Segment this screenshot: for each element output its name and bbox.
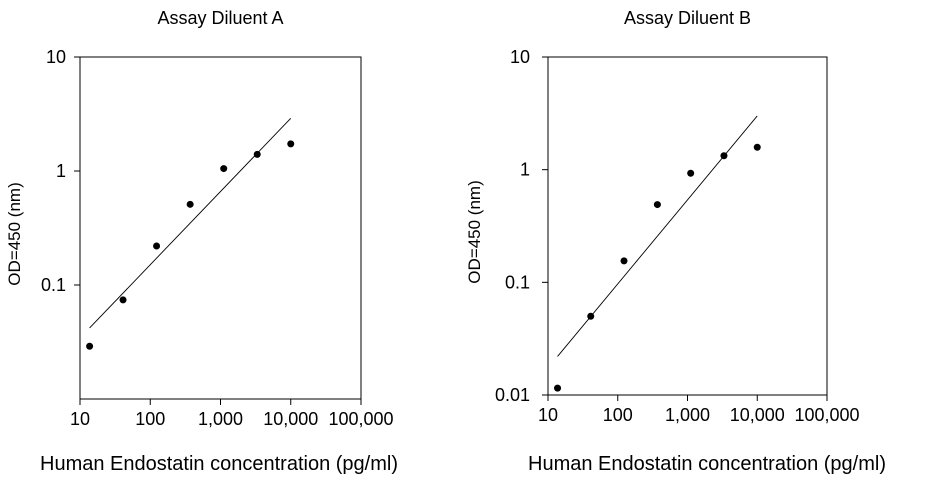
data-point [253,150,261,158]
x-tick-label: 100 [135,409,165,429]
chart-title: Assay Diluent B [624,8,751,28]
data-point [220,165,228,173]
y-tick-label: 0.1 [505,272,530,292]
y-tick-label: 10 [46,47,66,67]
x-tick-label: 10 [538,405,558,425]
chart-svg-b: Assay Diluent B 10 100 1,000 10,000 100,000 0.… [465,8,886,475]
y-axis-label: OD=450 (nm) [465,180,484,283]
chart-assay-diluent-a: Assay Diluent A 10 100 1,000 10,000 100,000 0.… [5,8,398,475]
chart-assay-diluent-b: Assay Diluent B 10 100 1,000 10,000 100,000 0.… [463,0,926,480]
data-point [554,384,562,392]
data-point [86,342,94,350]
y-tick-label: 1 [520,160,530,180]
y-tick-label: 10 [510,47,530,67]
x-tick-label: 1,000 [665,405,710,425]
data-point [287,140,295,148]
y-tick-label: 0.1 [41,275,66,295]
x-tick-label: 100 [603,405,633,425]
x-axis-label: Human Endostatin concentration (pg/ml) [40,453,398,475]
x-tick-label: 100,000 [328,409,393,429]
x-tick-label: 1,000 [198,409,243,429]
plot-frame [547,56,828,396]
x-tick-label: 10,000 [730,405,785,425]
chart-title: Assay Diluent A [157,8,283,28]
data-point [653,201,661,209]
data-point [620,257,628,265]
data-point [720,152,728,160]
x-tick-label: 10,000 [263,409,318,429]
fit-line [89,117,292,329]
x-axis-label: Human Endostatin concentration (pg/ml) [528,453,886,475]
data-point [587,312,595,320]
chart-svg-a: Assay Diluent A 10 100 1,000 10,000 100,000 0.… [5,8,398,475]
fit-line [557,115,758,357]
data-point [186,200,194,208]
data-point [753,143,761,151]
plot-frame [79,56,362,400]
x-tick-label: 10 [70,409,90,429]
data-point [119,296,127,304]
data-point [153,242,161,250]
y-axis-label: OD=450 (nm) [5,182,24,285]
data-point [687,169,695,177]
y-tick-label: 1 [56,161,66,181]
x-tick-label: 100,000 [794,405,859,425]
y-tick-label: 0.01 [495,385,530,405]
